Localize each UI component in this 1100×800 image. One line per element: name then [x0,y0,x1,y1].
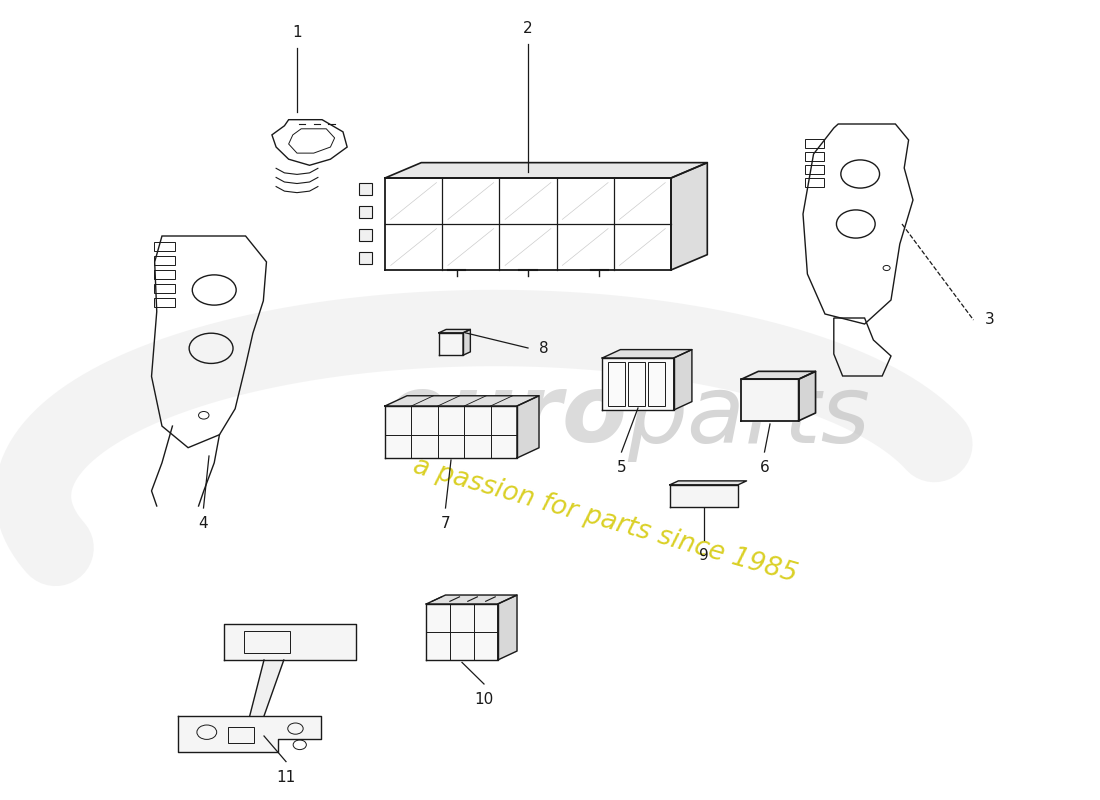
Polygon shape [670,481,747,485]
Bar [805,165,824,174]
Polygon shape [224,624,356,660]
Polygon shape [741,379,799,421]
Polygon shape [673,350,692,410]
Polygon shape [385,406,517,458]
Text: 6: 6 [760,460,769,475]
Text: 11: 11 [276,770,296,785]
Bar [154,242,175,251]
Bar [154,298,175,307]
Text: 1: 1 [293,25,301,40]
Bar [805,152,824,161]
Bar [359,251,372,264]
Bar [244,631,290,653]
Text: a passion for parts since 1985: a passion for parts since 1985 [410,453,800,587]
Bar [154,270,175,279]
Bar [228,726,254,743]
Polygon shape [385,178,671,270]
Text: 2: 2 [524,21,532,36]
Polygon shape [741,371,815,379]
Bar [154,284,175,294]
Polygon shape [671,162,707,270]
Text: parts: parts [627,370,870,462]
Polygon shape [517,396,539,458]
Polygon shape [178,716,321,752]
Bar [628,362,645,406]
Bar [648,362,664,406]
Polygon shape [385,162,707,178]
Polygon shape [463,330,471,355]
Bar [805,178,824,187]
Polygon shape [250,660,284,716]
Text: 7: 7 [441,516,450,531]
Polygon shape [670,485,738,507]
Text: 9: 9 [700,548,708,563]
Polygon shape [439,330,471,333]
Polygon shape [385,396,539,406]
Bar [359,206,372,218]
Bar [805,139,824,148]
Text: 8: 8 [539,341,549,355]
Polygon shape [799,371,815,421]
Text: 5: 5 [617,460,626,475]
Polygon shape [426,595,517,604]
Bar [607,362,625,406]
Polygon shape [426,604,497,660]
Bar [359,229,372,242]
Polygon shape [497,595,517,660]
Text: 4: 4 [199,516,208,531]
Text: 3: 3 [984,313,994,327]
Bar [154,256,175,265]
Polygon shape [603,350,692,358]
Text: euro: euro [384,370,627,462]
Bar [359,182,372,195]
Text: 10: 10 [474,692,494,707]
Polygon shape [603,358,673,410]
Polygon shape [439,333,463,355]
